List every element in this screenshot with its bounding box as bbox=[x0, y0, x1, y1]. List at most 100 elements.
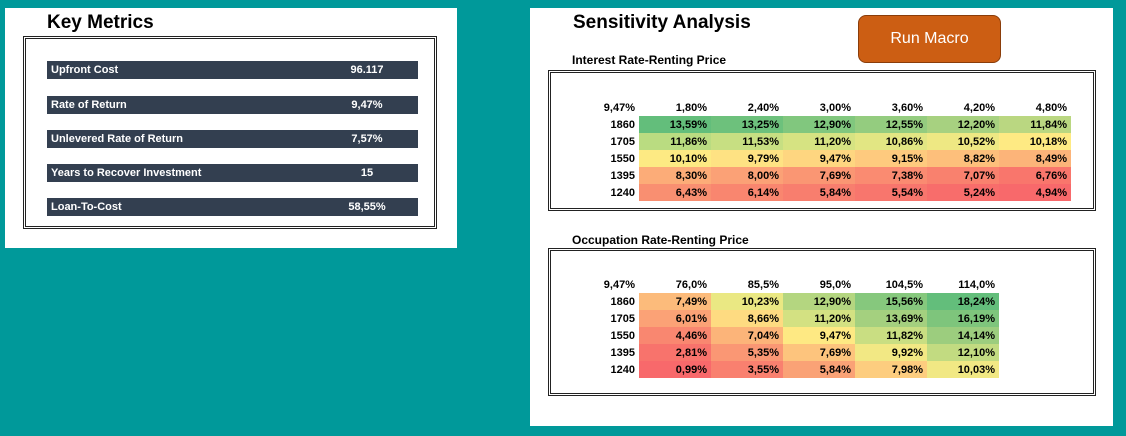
table-row: 1395 2,81% 5,35% 7,69% 9,92% 12,10% bbox=[595, 344, 999, 361]
column-header[interactable]: 2,40% bbox=[747, 101, 779, 114]
corner-value[interactable]: 9,47% bbox=[603, 278, 635, 291]
table-cell[interactable]: 8,00% bbox=[711, 167, 783, 184]
occupation-rate-table-frame bbox=[548, 248, 1096, 396]
column-header[interactable]: 4,80% bbox=[1035, 101, 1067, 114]
table-row: 1550 10,10% 9,79% 9,47% 9,15% 8,82% 8,49% bbox=[595, 150, 1071, 167]
column-header[interactable]: 95,0% bbox=[819, 278, 851, 291]
table-cell[interactable]: 12,90% bbox=[783, 293, 855, 310]
table-cell[interactable]: 10,03% bbox=[927, 361, 999, 378]
table-cell[interactable]: 10,10% bbox=[639, 150, 711, 167]
metric-row-unlevered-rate[interactable]: Unlevered Rate of Return 7,57% bbox=[47, 130, 418, 148]
table-cell[interactable]: 8,82% bbox=[927, 150, 999, 167]
table-cell[interactable]: 18,24% bbox=[927, 293, 999, 310]
table-cell[interactable]: 14,14% bbox=[927, 327, 999, 344]
row-header[interactable]: 1550 bbox=[610, 329, 635, 342]
table-cell[interactable]: 9,79% bbox=[711, 150, 783, 167]
table-cell[interactable]: 8,66% bbox=[711, 310, 783, 327]
column-header[interactable]: 3,60% bbox=[891, 101, 923, 114]
table-cell[interactable]: 8,49% bbox=[999, 150, 1071, 167]
table-cell[interactable]: 5,84% bbox=[783, 184, 855, 201]
table-cell[interactable]: 9,47% bbox=[783, 327, 855, 344]
column-header[interactable]: 76,0% bbox=[675, 278, 707, 291]
row-header[interactable]: 1550 bbox=[610, 152, 635, 165]
corner-value[interactable]: 9,47% bbox=[603, 101, 635, 114]
table-cell[interactable]: 16,19% bbox=[927, 310, 999, 327]
table-cell[interactable]: 13,59% bbox=[639, 116, 711, 133]
column-header[interactable]: 1,80% bbox=[675, 101, 707, 114]
table-cell[interactable]: 11,53% bbox=[711, 133, 783, 150]
metric-row-loan-to-cost[interactable]: Loan-To-Cost 58,55% bbox=[47, 198, 418, 216]
table-cell[interactable]: 11,86% bbox=[639, 133, 711, 150]
table-cell[interactable]: 0,99% bbox=[639, 361, 711, 378]
table-cell[interactable]: 5,24% bbox=[927, 184, 999, 201]
column-header[interactable]: 85,5% bbox=[747, 278, 779, 291]
table-cell[interactable]: 15,56% bbox=[855, 293, 927, 310]
table-cell[interactable]: 7,04% bbox=[711, 327, 783, 344]
run-macro-button[interactable]: Run Macro bbox=[858, 15, 1001, 63]
table-cell[interactable]: 10,18% bbox=[999, 133, 1071, 150]
column-header[interactable]: 104,5% bbox=[885, 278, 923, 291]
table-cell[interactable]: 12,90% bbox=[783, 116, 855, 133]
table-cell[interactable]: 7,49% bbox=[639, 293, 711, 310]
metric-label: Unlevered Rate of Return bbox=[51, 133, 184, 145]
table-row: 1395 8,30% 8,00% 7,69% 7,38% 7,07% 6,76% bbox=[595, 167, 1071, 184]
table-cell[interactable]: 13,69% bbox=[855, 310, 927, 327]
table-row: 1860 7,49% 10,23% 12,90% 15,56% 18,24% bbox=[595, 293, 999, 310]
table-cell[interactable]: 12,20% bbox=[927, 116, 999, 133]
table-cell[interactable]: 7,69% bbox=[783, 167, 855, 184]
table-cell[interactable]: 11,20% bbox=[783, 310, 855, 327]
metric-label: Years to Recover Investment bbox=[51, 167, 202, 179]
table-cell[interactable]: 11,82% bbox=[855, 327, 927, 344]
metric-row-rate-of-return[interactable]: Rate of Return 9,47% bbox=[47, 96, 418, 114]
row-header[interactable]: 1705 bbox=[610, 135, 635, 148]
table-cell[interactable]: 7,69% bbox=[783, 344, 855, 361]
table-cell[interactable]: 11,84% bbox=[999, 116, 1071, 133]
row-header[interactable]: 1860 bbox=[610, 118, 635, 131]
table-row: 1705 11,86% 11,53% 11,20% 10,86% 10,52% 10,18% bbox=[595, 133, 1071, 150]
row-header[interactable]: 1240 bbox=[610, 363, 635, 376]
table-cell[interactable]: 7,07% bbox=[927, 167, 999, 184]
row-header[interactable]: 1240 bbox=[610, 186, 635, 199]
row-header[interactable]: 1705 bbox=[610, 312, 635, 325]
table-cell[interactable]: 5,84% bbox=[783, 361, 855, 378]
table-cell[interactable]: 9,15% bbox=[855, 150, 927, 167]
table-cell[interactable]: 7,38% bbox=[855, 167, 927, 184]
table-cell[interactable]: 2,81% bbox=[639, 344, 711, 361]
table-cell[interactable]: 4,46% bbox=[639, 327, 711, 344]
table-cell[interactable]: 6,76% bbox=[999, 167, 1071, 184]
column-header[interactable]: 3,00% bbox=[819, 101, 851, 114]
table-cell[interactable]: 6,43% bbox=[639, 184, 711, 201]
table-cell[interactable]: 5,54% bbox=[855, 184, 927, 201]
table-cell[interactable]: 10,23% bbox=[711, 293, 783, 310]
interest-rate-sensitivity-table: 9,47% 1,80% 2,40% 3,00% 3,60% 4,20% 4,80% 1860 1… bbox=[595, 99, 1071, 201]
table-cell[interactable]: 12,55% bbox=[855, 116, 927, 133]
row-header[interactable]: 1860 bbox=[610, 295, 635, 308]
table-cell[interactable]: 13,25% bbox=[711, 116, 783, 133]
table-cell[interactable]: 5,35% bbox=[711, 344, 783, 361]
table-cell[interactable]: 4,94% bbox=[999, 184, 1071, 201]
table-cell[interactable]: 11,20% bbox=[783, 133, 855, 150]
row-header[interactable]: 1395 bbox=[610, 169, 635, 182]
table-row: 1860 13,59% 13,25% 12,90% 12,55% 12,20% 11,84% bbox=[595, 116, 1071, 133]
metric-row-years-to-recover[interactable]: Years to Recover Investment 15 bbox=[47, 164, 418, 182]
table-cell[interactable]: 10,52% bbox=[927, 133, 999, 150]
key-metrics-frame: Upfront Cost 96.117 Rate of Return 9,47%… bbox=[23, 36, 437, 229]
table-cell[interactable]: 6,01% bbox=[639, 310, 711, 327]
table-cell[interactable]: 10,86% bbox=[855, 133, 927, 150]
table-row: 1240 6,43% 6,14% 5,84% 5,54% 5,24% 4,94% bbox=[595, 184, 1071, 201]
table-cell[interactable]: 12,10% bbox=[927, 344, 999, 361]
metric-row-upfront-cost[interactable]: Upfront Cost 96.117 bbox=[47, 61, 418, 79]
table-cell[interactable]: 9,92% bbox=[855, 344, 927, 361]
column-header[interactable]: 114,0% bbox=[958, 278, 995, 291]
table-cell[interactable]: 8,30% bbox=[639, 167, 711, 184]
metric-value: 58,55% bbox=[348, 201, 386, 213]
table-cell[interactable]: 6,14% bbox=[711, 184, 783, 201]
metric-label: Loan-To-Cost bbox=[51, 201, 122, 213]
metric-value: 96.117 bbox=[350, 64, 384, 76]
table-row: 1550 4,46% 7,04% 9,47% 11,82% 14,14% bbox=[595, 327, 999, 344]
column-header[interactable]: 4,20% bbox=[963, 101, 995, 114]
table-cell[interactable]: 9,47% bbox=[783, 150, 855, 167]
row-header[interactable]: 1395 bbox=[610, 346, 635, 359]
table-cell[interactable]: 7,98% bbox=[855, 361, 927, 378]
table-cell[interactable]: 3,55% bbox=[711, 361, 783, 378]
